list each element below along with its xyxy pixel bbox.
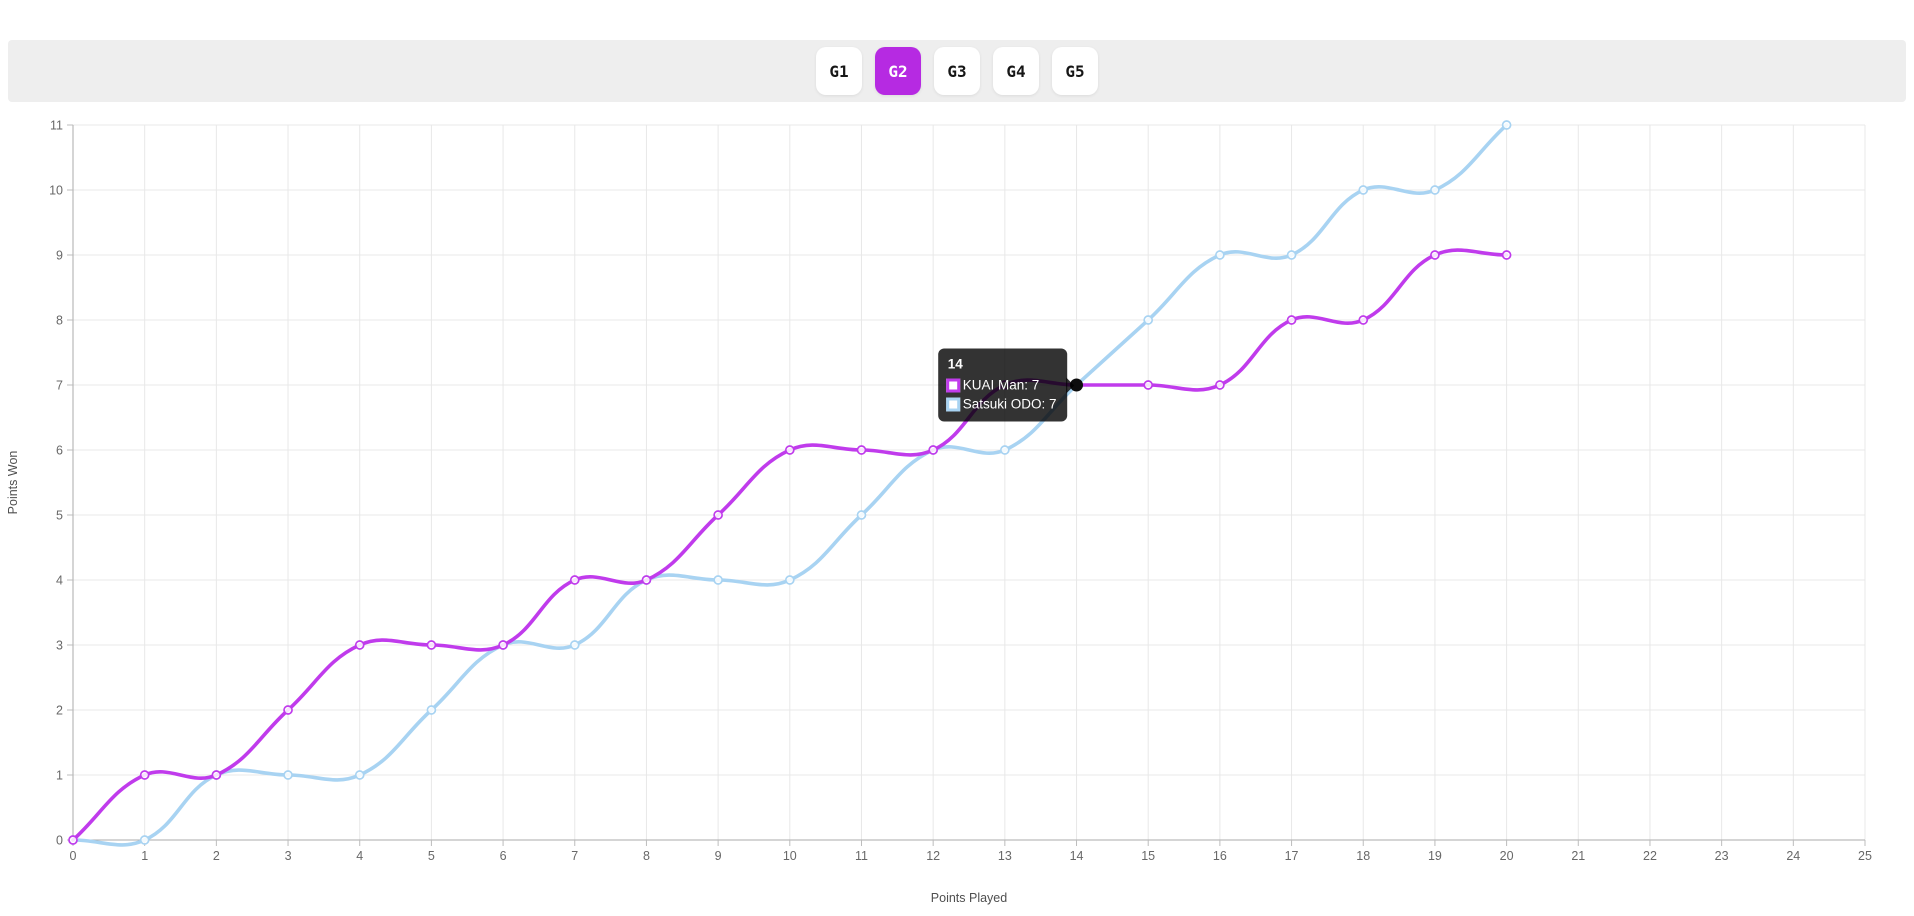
series-swatch-icon bbox=[945, 397, 960, 411]
x-tick-label: 0 bbox=[70, 849, 77, 863]
data-point bbox=[139, 835, 150, 845]
data-point bbox=[283, 705, 293, 715]
data-point bbox=[856, 510, 867, 520]
y-tick-label: 6 bbox=[56, 444, 63, 458]
x-tick-label: 19 bbox=[1428, 849, 1442, 863]
x-tick-label: 10 bbox=[783, 849, 797, 863]
x-tick-label: 14 bbox=[1070, 849, 1084, 863]
chart-tooltip: 14 KUAI Man: 7 Satsuki ODO: 7 bbox=[937, 348, 1075, 422]
y-tick-label: 3 bbox=[56, 639, 63, 653]
data-point bbox=[211, 770, 222, 780]
x-tick-label: 20 bbox=[1500, 849, 1514, 863]
x-tick-label: 24 bbox=[1786, 849, 1800, 863]
tab-g2[interactable]: G2 bbox=[875, 47, 921, 95]
data-point bbox=[569, 575, 580, 585]
series-swatch-icon bbox=[945, 378, 960, 392]
tooltip-row: Satsuki ODO: 7 bbox=[945, 396, 1057, 413]
x-tick-label: 17 bbox=[1285, 849, 1299, 863]
x-tick-label: 21 bbox=[1571, 849, 1585, 863]
line-chart[interactable]: 0 1 2 3 4 5 6 7 8 9 10 11 12 13 14 15 16 17 18 19 20 21 22 23 24… bbox=[0, 102, 1914, 916]
tooltip-rows: KUAI Man: 7 Satsuki ODO: 7 bbox=[945, 377, 1057, 413]
data-point bbox=[426, 640, 437, 650]
x-tick-label: 11 bbox=[855, 849, 868, 863]
data-point bbox=[1358, 315, 1369, 325]
y-tick-label: 2 bbox=[56, 704, 63, 718]
data-point bbox=[68, 835, 78, 845]
tooltip-row-label: KUAI Man: 7 bbox=[962, 377, 1040, 393]
x-tick-label: 15 bbox=[1141, 849, 1155, 863]
data-point bbox=[283, 770, 293, 780]
tab-g4[interactable]: G4 bbox=[993, 47, 1039, 95]
data-point bbox=[928, 445, 939, 455]
x-tick-label: 13 bbox=[998, 849, 1012, 863]
x-tick-label: 23 bbox=[1715, 849, 1729, 863]
x-tick-label: 4 bbox=[356, 849, 363, 863]
data-point bbox=[641, 575, 652, 585]
data-point bbox=[1430, 250, 1440, 260]
tooltip-row: KUAI Man: 7 bbox=[945, 377, 1057, 394]
x-tick-label: 6 bbox=[500, 849, 507, 863]
chart-area: 0 1 2 3 4 5 6 7 8 9 10 11 12 13 14 15 16 17 18 19 20 21 22 23 24… bbox=[0, 102, 1914, 916]
y-tick-label: 7 bbox=[56, 379, 63, 393]
x-tick-label: 1 bbox=[141, 849, 148, 863]
y-tick-label: 1 bbox=[56, 769, 63, 783]
y-tick-label: 9 bbox=[56, 249, 63, 263]
data-point bbox=[354, 770, 365, 780]
x-tick-label: 5 bbox=[428, 849, 435, 863]
data-point bbox=[856, 445, 867, 455]
data-point bbox=[354, 640, 365, 650]
y-tick-label: 4 bbox=[56, 574, 63, 588]
x-tick-label: 8 bbox=[643, 849, 650, 863]
y-tick-label: 5 bbox=[56, 509, 63, 523]
tooltip-row-label: Satsuki ODO: 7 bbox=[962, 396, 1057, 412]
data-point bbox=[999, 445, 1010, 455]
x-tick-label: 9 bbox=[715, 849, 722, 863]
series-line-satsuki-odo bbox=[71, 123, 1509, 847]
data-point bbox=[713, 575, 723, 585]
x-axis-title: Points Played bbox=[931, 891, 1007, 905]
data-point bbox=[139, 770, 150, 780]
x-tick-label: 16 bbox=[1213, 849, 1227, 863]
data-point bbox=[1430, 185, 1440, 195]
data-point bbox=[1143, 380, 1154, 390]
x-tick-label: 12 bbox=[926, 849, 940, 863]
tab-g3[interactable]: G3 bbox=[934, 47, 980, 95]
y-tick-label: 11 bbox=[50, 119, 63, 133]
data-point bbox=[784, 575, 795, 585]
tooltip-title: 14 bbox=[947, 356, 963, 372]
data-point bbox=[1286, 250, 1297, 260]
data-point bbox=[1143, 315, 1154, 325]
data-point bbox=[713, 510, 723, 520]
y-axis-title: Points Won bbox=[6, 451, 20, 515]
x-tick-label: 25 bbox=[1858, 849, 1872, 863]
game-tab-bar: G1 G2 G3 G4 G5 bbox=[8, 40, 1906, 102]
data-point bbox=[1215, 250, 1225, 260]
x-tick-label: 7 bbox=[571, 849, 578, 863]
x-tick-label: 22 bbox=[1643, 849, 1657, 863]
x-tick-label: 3 bbox=[285, 849, 292, 863]
data-point bbox=[569, 640, 580, 650]
data-point bbox=[498, 640, 508, 650]
y-tick-label: 0 bbox=[56, 834, 63, 848]
data-point bbox=[1501, 250, 1512, 260]
x-tick-label: 2 bbox=[213, 849, 220, 863]
data-point bbox=[784, 445, 795, 455]
data-point bbox=[1286, 315, 1297, 325]
data-point bbox=[426, 705, 437, 715]
data-point bbox=[1501, 120, 1512, 130]
data-point bbox=[1215, 380, 1225, 390]
y-tick-label: 8 bbox=[56, 314, 63, 328]
y-tick-label: 10 bbox=[49, 184, 63, 198]
data-point bbox=[1358, 185, 1369, 195]
tab-g1[interactable]: G1 bbox=[816, 47, 862, 95]
series-line-kuai-man bbox=[71, 248, 1509, 842]
tab-g5[interactable]: G5 bbox=[1052, 47, 1098, 95]
x-tick-label: 18 bbox=[1356, 849, 1370, 863]
